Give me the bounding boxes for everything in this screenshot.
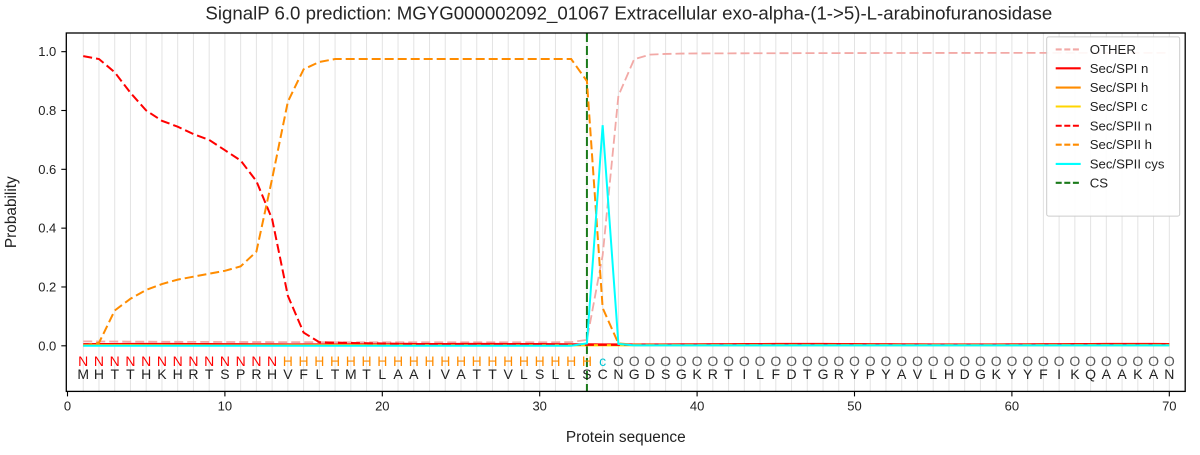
svg-text:L: L — [315, 366, 323, 382]
svg-text:K: K — [692, 366, 702, 382]
svg-text:L: L — [552, 366, 560, 382]
svg-text:A: A — [1149, 366, 1159, 382]
svg-text:T: T — [472, 366, 481, 382]
svg-text:H: H — [944, 366, 954, 382]
svg-text:T: T — [803, 366, 812, 382]
svg-text:K: K — [1133, 366, 1143, 382]
svg-text:S: S — [661, 366, 670, 382]
svg-text:K: K — [991, 366, 1001, 382]
svg-text:H: H — [94, 366, 104, 382]
svg-text:T: T — [205, 366, 214, 382]
svg-text:P: P — [866, 366, 875, 382]
svg-text:20: 20 — [375, 398, 389, 413]
svg-text:T: T — [362, 366, 371, 382]
svg-text:K: K — [1070, 366, 1080, 382]
svg-text:1.0: 1.0 — [38, 44, 56, 59]
svg-text:Protein sequence: Protein sequence — [566, 429, 686, 446]
svg-text:T: T — [110, 366, 119, 382]
svg-text:G: G — [975, 366, 986, 382]
svg-text:A: A — [393, 366, 403, 382]
svg-text:R: R — [251, 366, 261, 382]
svg-text:0.2: 0.2 — [38, 279, 56, 294]
svg-text:H: H — [267, 366, 277, 382]
svg-text:Probability: Probability — [3, 176, 20, 248]
svg-text:30: 30 — [532, 398, 546, 413]
svg-text:0.8: 0.8 — [38, 103, 56, 118]
svg-text:L: L — [520, 366, 528, 382]
svg-text:Sec/SPI c: Sec/SPI c — [1090, 99, 1148, 114]
svg-text:G: G — [818, 366, 829, 382]
svg-text:H: H — [173, 366, 183, 382]
svg-text:Sec/SPI n: Sec/SPI n — [1090, 61, 1149, 76]
svg-text:R: R — [708, 366, 718, 382]
svg-text:Y: Y — [881, 366, 891, 382]
svg-text:P: P — [236, 366, 245, 382]
svg-text:T: T — [488, 366, 497, 382]
svg-text:Sec/SPII h: Sec/SPII h — [1090, 137, 1152, 152]
svg-text:F: F — [299, 366, 308, 382]
svg-text:40: 40 — [690, 398, 704, 413]
svg-text:D: D — [786, 366, 796, 382]
svg-text:50: 50 — [847, 398, 861, 413]
svg-text:L: L — [567, 366, 575, 382]
svg-text:0.0: 0.0 — [38, 338, 56, 353]
svg-text:A: A — [1117, 366, 1127, 382]
svg-text:Y: Y — [1007, 366, 1017, 382]
svg-text:I: I — [428, 366, 432, 382]
svg-text:CS: CS — [1090, 175, 1109, 190]
svg-text:D: D — [960, 366, 970, 382]
svg-text:S: S — [220, 366, 229, 382]
svg-text:S: S — [535, 366, 544, 382]
svg-text:G: G — [676, 366, 687, 382]
svg-text:SignalP 6.0 prediction: MGYG00: SignalP 6.0 prediction: MGYG000002092_01… — [205, 3, 1052, 25]
svg-text:0: 0 — [64, 398, 71, 413]
svg-text:60: 60 — [1005, 398, 1019, 413]
svg-text:0.4: 0.4 — [38, 221, 56, 236]
svg-text:OTHER: OTHER — [1090, 42, 1136, 57]
svg-text:Y: Y — [850, 366, 860, 382]
svg-text:D: D — [645, 366, 655, 382]
svg-text:R: R — [188, 366, 198, 382]
svg-text:70: 70 — [1162, 398, 1176, 413]
svg-text:Sec/SPI h: Sec/SPI h — [1090, 80, 1149, 95]
svg-text:L: L — [929, 366, 937, 382]
svg-text:I: I — [1057, 366, 1061, 382]
svg-text:H: H — [141, 366, 151, 382]
svg-text:L: L — [378, 366, 386, 382]
svg-text:G: G — [629, 366, 640, 382]
svg-text:F: F — [772, 366, 781, 382]
svg-text:V: V — [504, 366, 514, 382]
svg-text:M: M — [345, 366, 357, 382]
svg-text:10: 10 — [218, 398, 232, 413]
svg-text:A: A — [409, 366, 419, 382]
svg-text:Sec/SPII n: Sec/SPII n — [1090, 118, 1152, 133]
svg-text:S: S — [582, 366, 591, 382]
svg-text:Y: Y — [1023, 366, 1033, 382]
svg-text:A: A — [456, 366, 466, 382]
svg-text:T: T — [724, 366, 733, 382]
svg-text:V: V — [913, 366, 923, 382]
svg-text:M: M — [77, 366, 89, 382]
svg-text:V: V — [283, 366, 293, 382]
svg-text:K: K — [157, 366, 167, 382]
svg-text:Q: Q — [1085, 366, 1096, 382]
svg-text:F: F — [1039, 366, 1048, 382]
svg-text:N: N — [613, 366, 623, 382]
svg-text:V: V — [441, 366, 451, 382]
svg-text:Sec/SPII cys: Sec/SPII cys — [1090, 157, 1165, 172]
svg-text:L: L — [756, 366, 764, 382]
svg-text:R: R — [834, 366, 844, 382]
svg-text:I: I — [742, 366, 746, 382]
svg-text:T: T — [331, 366, 340, 382]
svg-text:0.6: 0.6 — [38, 162, 56, 177]
svg-text:A: A — [1102, 366, 1112, 382]
svg-text:A: A — [897, 366, 907, 382]
svg-text:N: N — [1164, 366, 1174, 382]
svg-text:C: C — [598, 366, 608, 382]
svg-text:T: T — [126, 366, 135, 382]
